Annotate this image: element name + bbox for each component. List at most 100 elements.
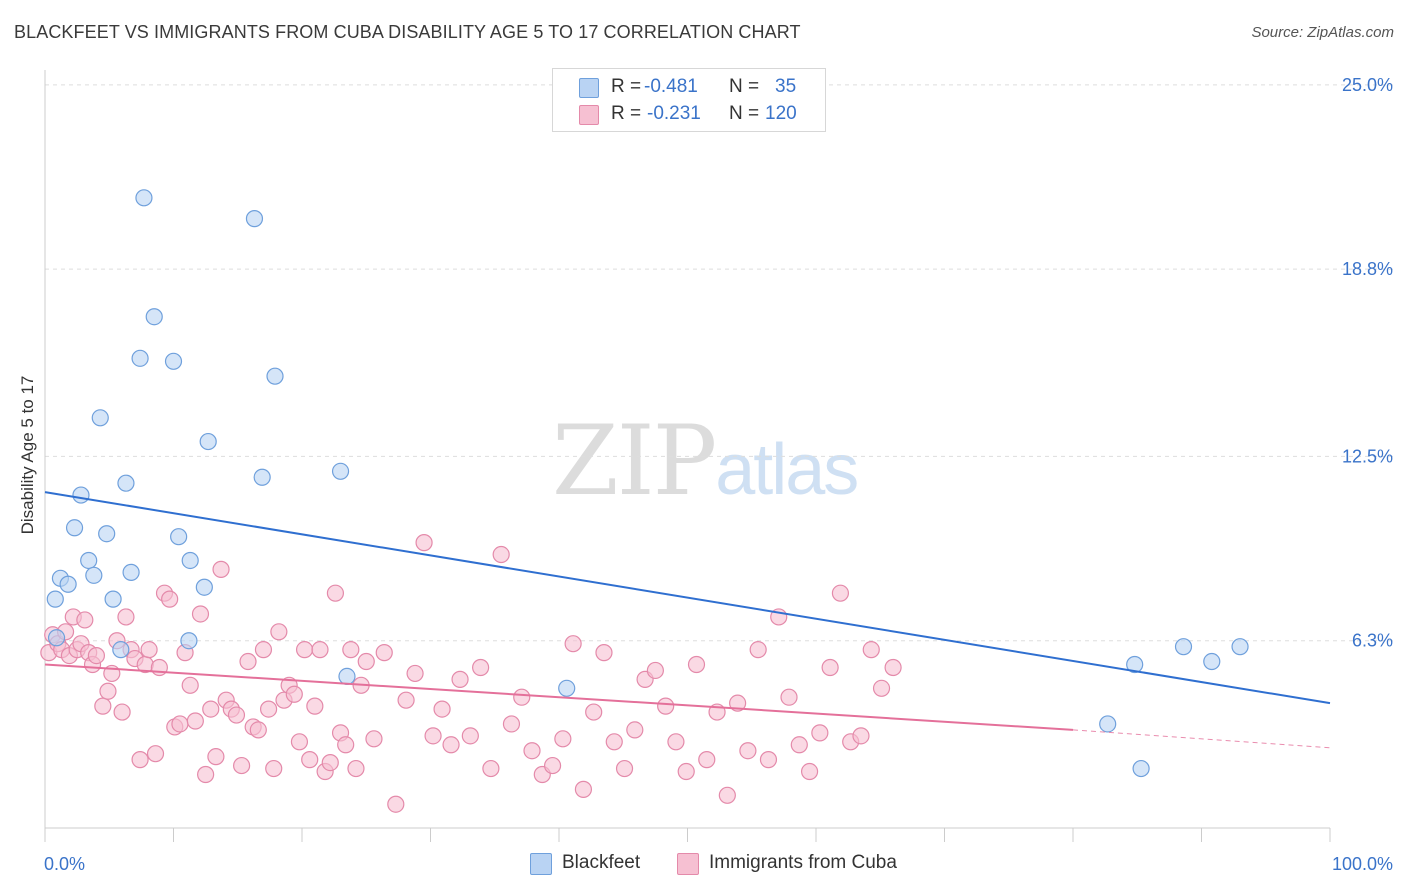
cuba-point	[233, 756, 251, 775]
x-tick-label: 100.0%	[1332, 854, 1393, 874]
blackfeet-point	[1231, 638, 1249, 656]
cuba-point	[311, 641, 329, 659]
cuba-point	[171, 715, 189, 733]
r-label: R =	[611, 76, 642, 97]
cuba-point	[140, 641, 158, 659]
y-tick-label: 12.5%	[1342, 446, 1393, 466]
blackfeet-point	[145, 308, 163, 326]
cuba-point	[780, 688, 798, 706]
cuba-trend-line	[44, 663, 1074, 731]
cuba-point	[831, 584, 850, 602]
blackfeet-point	[117, 474, 135, 492]
cuba-point	[626, 721, 644, 739]
blackfeet-point	[98, 525, 116, 543]
cuba-point	[117, 608, 135, 626]
cuba-point	[259, 700, 278, 718]
cuba-point	[397, 691, 415, 709]
cuba-point	[87, 646, 106, 665]
cuba-point	[290, 733, 309, 751]
cuba-point	[543, 756, 562, 775]
cuba-point	[729, 694, 747, 712]
cuba-swatch	[677, 853, 699, 875]
cuba-point	[161, 590, 179, 608]
cuba-point	[718, 786, 736, 804]
blackfeet-swatch	[530, 853, 552, 875]
blackfeet-point	[338, 667, 356, 686]
cuba-label: Immigrants from Cuba	[709, 852, 897, 873]
blackfeet-point	[65, 519, 84, 537]
blackfeet-point	[72, 486, 90, 504]
cuba-point	[326, 584, 345, 602]
blackfeet-point	[266, 367, 284, 385]
cuba-point	[202, 700, 220, 718]
chart-title: BLACKFEET VS IMMIGRANTS FROM CUBA DISABI…	[14, 22, 801, 42]
blackfeet-point	[170, 528, 188, 546]
cuba-point	[347, 759, 365, 778]
cuba-point	[357, 652, 375, 671]
cuba-point	[677, 762, 695, 781]
cuba-point	[321, 754, 339, 772]
blackfeet-point	[195, 578, 213, 596]
cuba-point	[181, 676, 199, 694]
n-value: 35	[775, 76, 797, 97]
x-tick-label: 0.0%	[44, 854, 85, 874]
blackfeet-point	[1203, 652, 1221, 671]
y-tick-label: 6.3%	[1352, 631, 1393, 651]
cuba-point	[482, 759, 500, 778]
y-tick-label: 25.0%	[1342, 75, 1393, 95]
cuba-point	[461, 727, 479, 745]
cuba-point	[884, 658, 902, 677]
cuba-point	[285, 685, 303, 703]
cuba-point	[749, 641, 767, 659]
blackfeet-point	[1099, 715, 1117, 733]
cuba-point	[615, 759, 634, 778]
blackfeet-label: Blackfeet	[562, 852, 641, 873]
n-label: N =	[729, 76, 760, 97]
blackfeet-point	[1132, 759, 1150, 778]
blackfeet-point	[80, 551, 98, 570]
blackfeet-point	[1174, 638, 1193, 656]
cuba-point	[502, 715, 521, 733]
cuba-point	[739, 742, 757, 760]
cuba-trend-extension	[1072, 729, 1331, 749]
cuba-point	[667, 733, 685, 751]
r-label: R =	[611, 103, 642, 124]
cuba-point	[451, 670, 469, 688]
cuba-point	[698, 751, 716, 769]
cuba-point	[513, 688, 531, 706]
r-value: -0.481	[644, 76, 698, 97]
cuba-point	[387, 795, 405, 813]
correlation-legend: R = -0.481 N = 35 R = -0.231 N = 120	[552, 68, 826, 132]
blackfeet-point	[46, 590, 64, 608]
cuba-point	[365, 730, 383, 748]
cuba-point	[415, 534, 433, 552]
cuba-point	[433, 700, 451, 718]
blackfeet-point	[91, 409, 109, 427]
cuba-point	[113, 703, 131, 721]
cuba-point	[249, 721, 267, 739]
cuba-point	[492, 545, 510, 564]
cuba-point	[811, 724, 829, 742]
cuba-point	[872, 679, 891, 697]
blackfeet-point	[1126, 655, 1144, 674]
cuba-point	[342, 641, 360, 659]
cuba-point	[657, 697, 675, 715]
cuba-point	[197, 765, 215, 784]
n-label: N =	[729, 103, 760, 124]
blackfeet-trend-line	[44, 491, 1331, 705]
cuba-point	[301, 751, 319, 769]
cuba-point	[759, 751, 778, 769]
cuba-point	[212, 560, 230, 578]
blackfeet-point	[131, 349, 149, 367]
blackfeet-point	[245, 210, 264, 228]
blackfeet-point	[59, 575, 77, 593]
cuba-point	[821, 658, 839, 677]
cuba-point	[595, 644, 613, 662]
cuba-point	[306, 697, 324, 715]
blackfeet-point	[181, 551, 199, 570]
y-tick-label: 18.8%	[1342, 259, 1393, 279]
cuba-point	[239, 652, 257, 671]
cuba-swatch	[579, 105, 599, 125]
cuba-point	[207, 748, 225, 766]
